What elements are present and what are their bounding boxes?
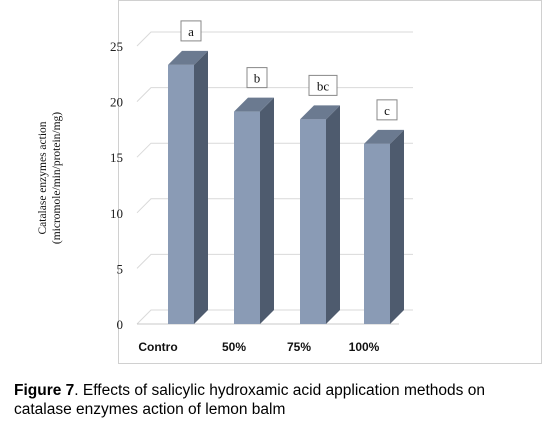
bar [168, 50, 208, 325]
x-category-label: 75% [287, 340, 311, 354]
y-tick-label: 15 [110, 150, 123, 165]
y-axis-label-line1: Catalase enzymes action [37, 121, 49, 234]
x-axis-categories: Contro 50% 75% 100% [138, 340, 379, 354]
bar-front [168, 64, 194, 325]
significance-letter: bc [308, 74, 338, 96]
figure-caption: Figure 7. Effects of salicylic hydroxami… [14, 381, 544, 419]
bar-side [326, 105, 340, 324]
significance-letters: a b bc c [180, 20, 398, 121]
y-tick-label: 0 [117, 317, 124, 332]
y-axis-label-line2: (micromole/min/protein/mg) [51, 112, 63, 244]
bar [300, 105, 340, 324]
significance-letter: a [180, 20, 202, 42]
significance-letter: b [246, 67, 268, 89]
bar-side [390, 129, 404, 324]
caption-label: Figure 7 [14, 382, 75, 399]
x-category-label: Contro [138, 340, 177, 354]
significance-letter: c [376, 99, 398, 121]
bar-front [300, 119, 326, 324]
y-tick-label: 10 [110, 206, 123, 221]
letter-box [246, 67, 268, 89]
bar-top [364, 129, 404, 144]
letter-text: b [254, 71, 261, 86]
y-tick-label: 25 [110, 39, 123, 54]
bar-front [234, 111, 260, 324]
gridline [136, 31, 413, 47]
bar-chart: 0 5 10 15 20 25 a b bc c Contro 50% 75% 100% Catala… [37, 20, 413, 354]
bar-top [300, 105, 340, 120]
bar-side [260, 97, 274, 324]
letter-box [308, 74, 338, 96]
x-category-label: 50% [222, 340, 246, 354]
letter-text: a [188, 24, 194, 39]
x-category-label: 100% [349, 340, 380, 354]
bar-front [364, 143, 390, 324]
bar [364, 129, 404, 324]
bars [168, 50, 404, 325]
letter-box [376, 99, 398, 121]
letter-box [180, 20, 202, 42]
bar-side [194, 50, 208, 325]
y-tick-label: 5 [117, 261, 124, 276]
bar-top [234, 97, 274, 112]
caption-text: . Effects of salicylic hydroxamic acid a… [14, 382, 485, 418]
y-tick-label: 20 [110, 95, 123, 110]
letter-text: bc [317, 78, 330, 93]
bar-top [168, 50, 208, 65]
y-axis: 0 5 10 15 20 25 [110, 39, 399, 332]
bar [234, 97, 274, 324]
letter-text: c [384, 103, 390, 118]
